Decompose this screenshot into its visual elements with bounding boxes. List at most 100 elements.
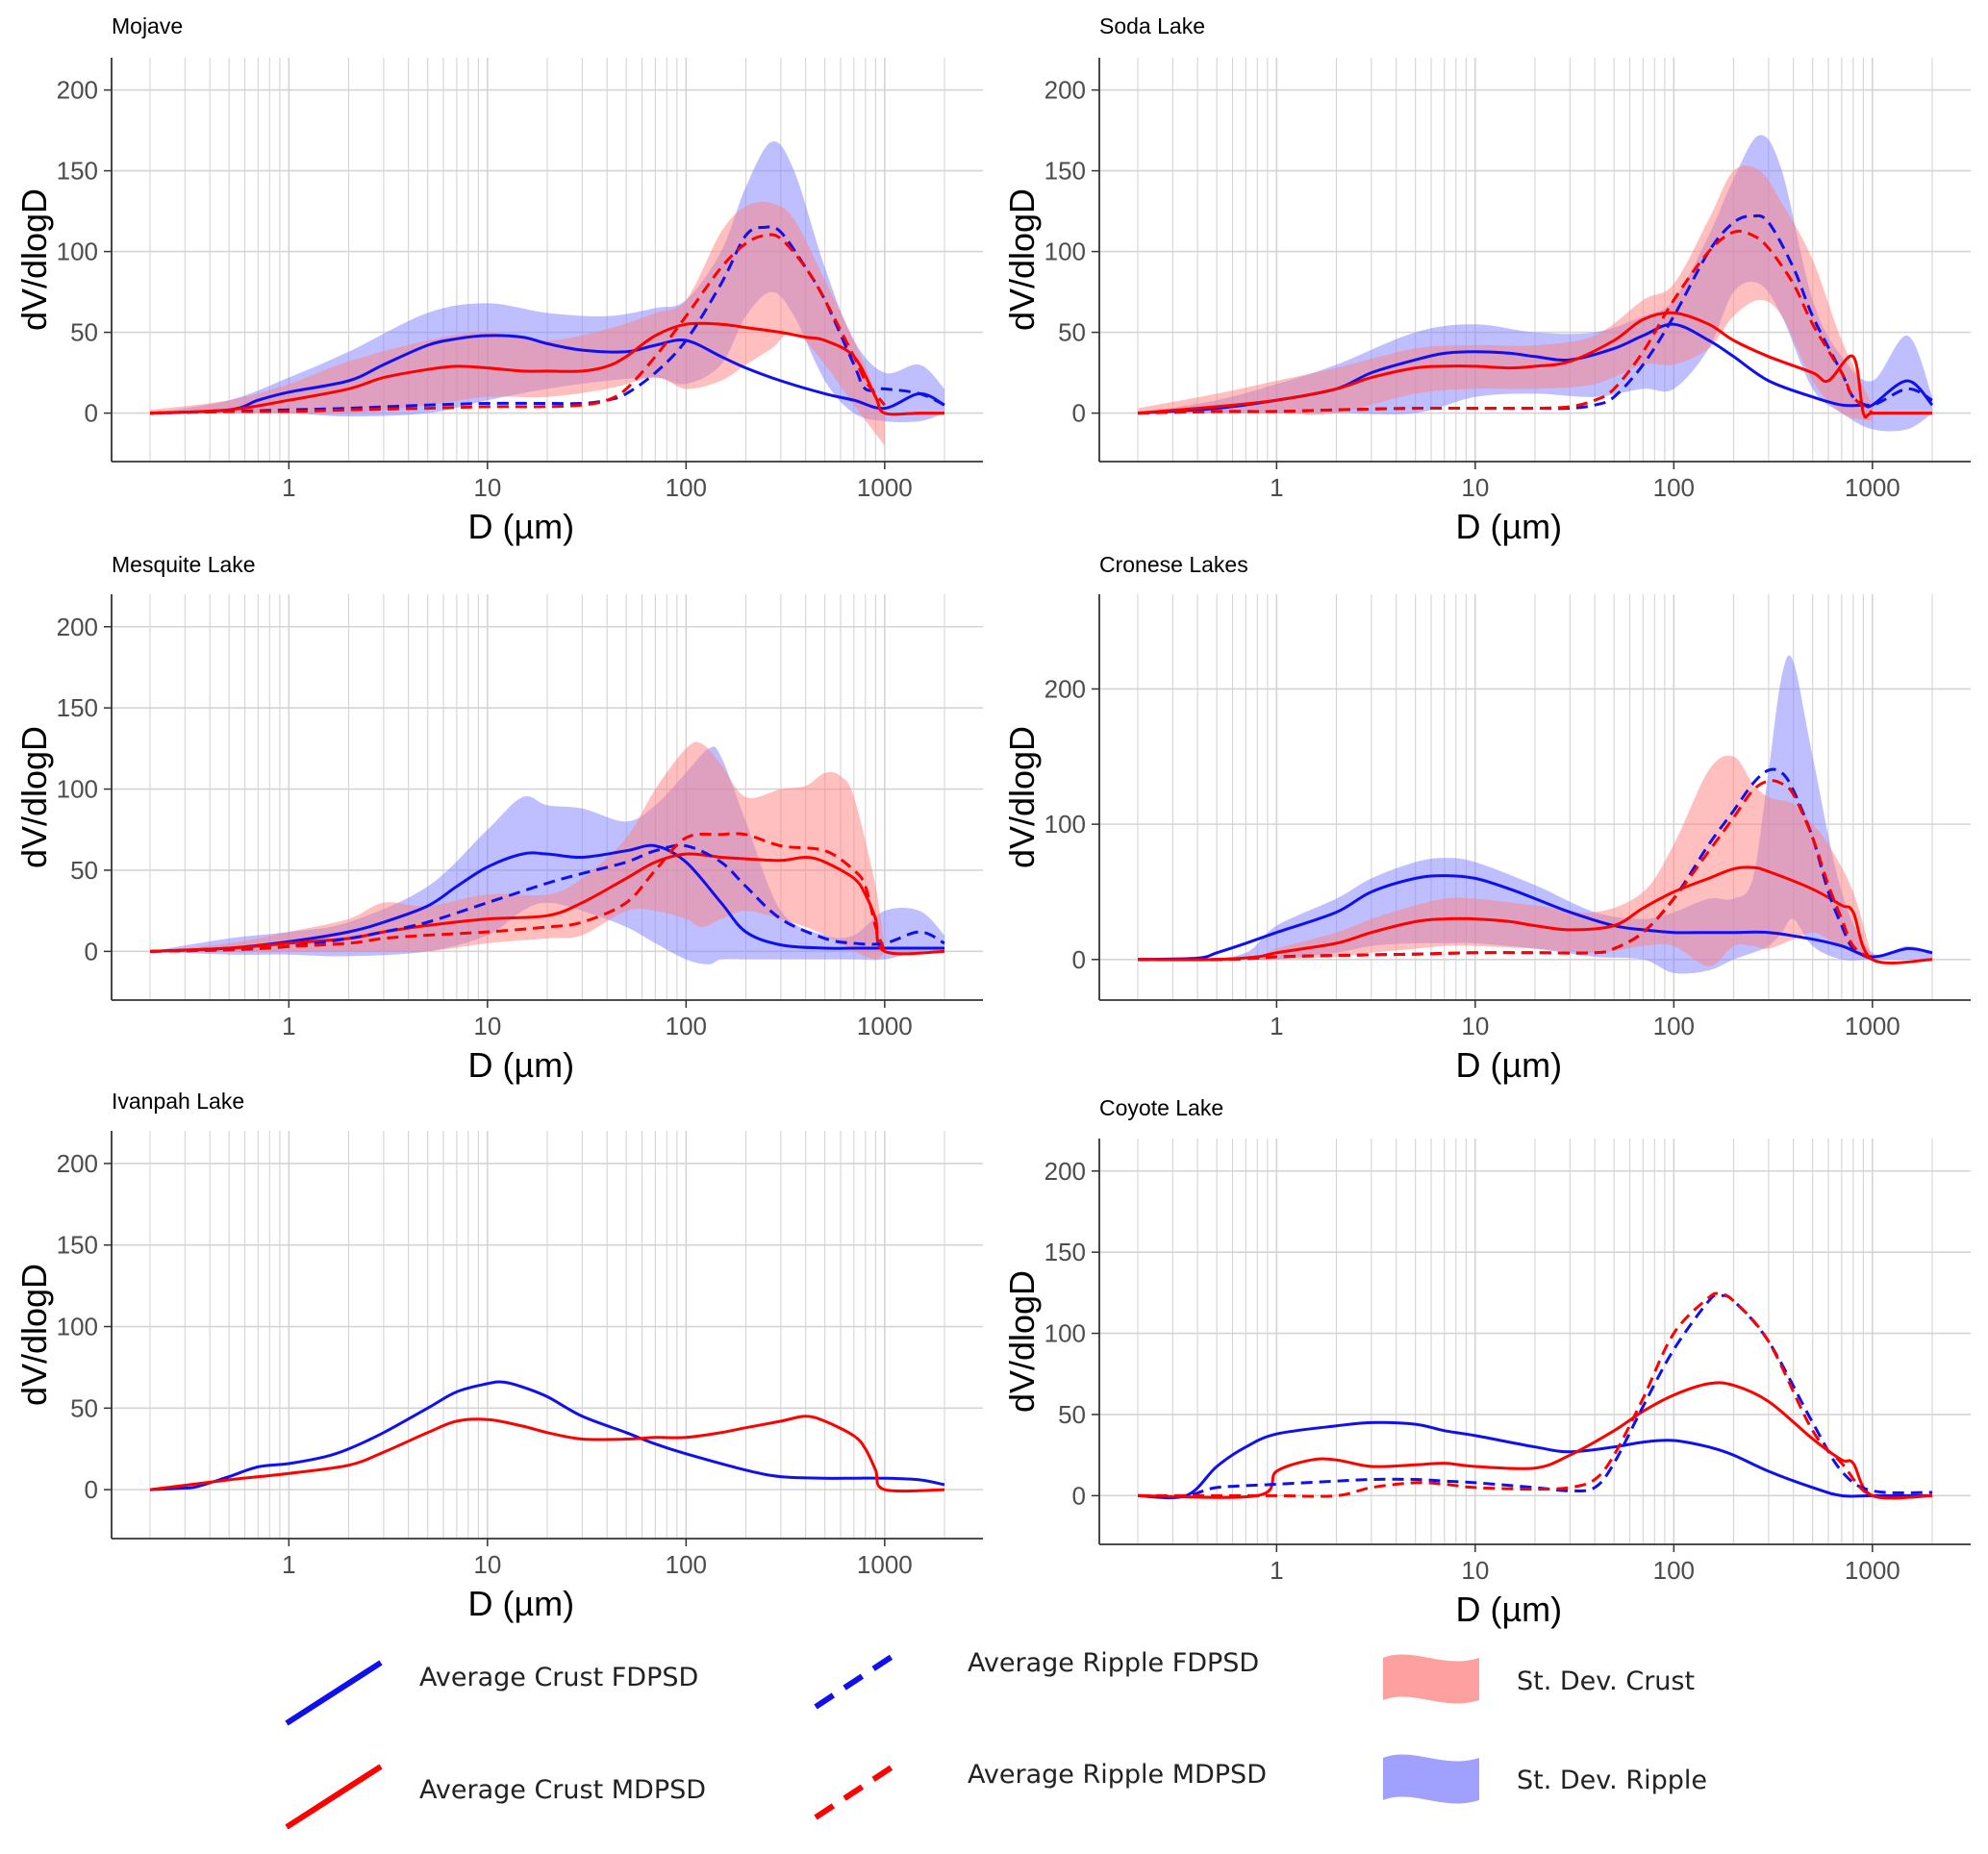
- average-ripple-mdpsd-line: [1137, 229, 1874, 415]
- x-tick-label: 1: [1270, 1012, 1283, 1040]
- x-tick-label: 100: [1653, 1012, 1695, 1040]
- average-crust-mdpsd-line: [1137, 311, 1932, 419]
- y-tick-label: 0: [1072, 1481, 1086, 1510]
- average-ripple-fdpsd-line: [149, 225, 945, 415]
- legend-swatch-ripple-fdpsd: [814, 1648, 902, 1710]
- y-axis-title: dV/dlogD: [1002, 726, 1042, 868]
- y-tick-label: 0: [85, 937, 98, 965]
- y-tick-label: 150: [1044, 1238, 1086, 1266]
- y-tick-label: 50: [1058, 1400, 1086, 1429]
- legend-swatch-crust-fdpsd: [285, 1660, 383, 1726]
- data-layer: [149, 1380, 945, 1493]
- panel-title: Mesquite Lake: [112, 552, 256, 577]
- x-tick-label: 100: [666, 473, 707, 502]
- y-tick-label: 50: [70, 856, 98, 885]
- x-tick-label: 10: [1461, 473, 1489, 502]
- chart-panel-2: Soda Lake 0 50 100 150 200 1 10 100 1000 D (µm) dV/…: [1002, 13, 1971, 546]
- y-tick-label: 150: [1044, 157, 1086, 186]
- x-tick-label: 1: [1270, 473, 1283, 502]
- y-tick-label: 100: [57, 1313, 98, 1341]
- y-tick-label: 0: [85, 399, 98, 428]
- y-tick-label: 150: [57, 693, 98, 722]
- x-tick-label: 100: [1653, 473, 1695, 502]
- average-crust-fdpsd-line: [149, 334, 945, 415]
- st-dev-crust-band: [1138, 165, 1873, 421]
- y-tick-label: 50: [70, 1393, 98, 1422]
- x-axis-title: D (µm): [1455, 1590, 1562, 1629]
- chart-panel-4: Cronese Lakes 0 100 200 1 10 100 1000 D (µm) dV/d…: [1002, 552, 1971, 1085]
- legend-swatch-stdev-crust: [1383, 1654, 1479, 1704]
- legend: Average Crust FDPSD Average Crust MDPSD …: [285, 1648, 1707, 1830]
- average-crust-mdpsd-line: [1137, 865, 1933, 965]
- y-tick-label: 100: [1044, 238, 1086, 266]
- chart-panel-1: Mojave 0 50 100 150 200 1 10 100 1000 D (µm) dV/dlo…: [14, 13, 983, 546]
- panel-title: Mojave: [112, 13, 183, 38]
- average-crust-fdpsd-line: [149, 1380, 945, 1491]
- panel-title: Cronese Lakes: [1099, 552, 1248, 577]
- x-tick-label: 100: [666, 1550, 707, 1579]
- x-tick-label: 10: [473, 1550, 501, 1579]
- data-layer: [149, 741, 945, 965]
- x-axis-title: D (µm): [467, 507, 574, 546]
- average-ripple-mdpsd-line: [1138, 1291, 1933, 1500]
- average-crust-mdpsd-line: [149, 1415, 945, 1493]
- legend-label-crust-mdpsd: Average Crust MDPSD: [419, 1775, 706, 1805]
- x-tick-label: 10: [473, 1012, 501, 1040]
- panel-title: Soda Lake: [1099, 13, 1205, 38]
- y-tick-label: 100: [57, 775, 98, 804]
- x-axis-title: D (µm): [1455, 507, 1562, 546]
- legend-label-ripple-mdpsd: Average Ripple MDPSD: [968, 1760, 1267, 1790]
- x-tick-label: 1: [1270, 1556, 1283, 1585]
- average-ripple-fdpsd-line: [149, 843, 945, 953]
- x-axis-title: D (µm): [467, 1584, 574, 1623]
- y-tick-label: 200: [57, 613, 98, 641]
- y-tick-label: 50: [1058, 318, 1086, 347]
- y-tick-label: 150: [57, 157, 98, 186]
- chart-panel-3: Mesquite Lake 0 50 100 150 200 1 10 100 1000 D (µm…: [14, 552, 983, 1085]
- x-axis-title: D (µm): [467, 1045, 574, 1085]
- x-tick-label: 10: [1461, 1012, 1489, 1040]
- x-tick-label: 1000: [1845, 473, 1900, 502]
- y-tick-label: 100: [1044, 810, 1086, 839]
- average-crust-fdpsd-line: [149, 843, 944, 953]
- data-layer: [1137, 135, 1934, 432]
- legend-label-stdev-crust: St. Dev. Crust: [1517, 1666, 1695, 1696]
- y-tick-label: 100: [1044, 1319, 1086, 1348]
- data-layer: [1137, 1291, 1933, 1500]
- panel-title: Coyote Lake: [1099, 1095, 1223, 1120]
- y-axis-title: dV/dlogD: [14, 1264, 54, 1406]
- x-tick-label: 100: [666, 1012, 707, 1040]
- y-tick-label: 100: [57, 238, 98, 266]
- st-dev-crust-band: [1138, 755, 1873, 966]
- average-crust-fdpsd-line: [1137, 874, 1933, 962]
- y-axis-title: dV/dlogD: [14, 726, 54, 868]
- x-tick-label: 1000: [1845, 1556, 1900, 1585]
- average-ripple-fdpsd-line: [1137, 213, 1933, 415]
- legend-swatch-stdev-ripple: [1383, 1754, 1479, 1804]
- x-tick-label: 1000: [857, 1012, 913, 1040]
- y-tick-label: 200: [1044, 674, 1086, 703]
- y-tick-label: 200: [57, 76, 98, 105]
- legend-label-ripple-fdpsd: Average Ripple FDPSD: [968, 1648, 1259, 1678]
- x-tick-label: 1: [282, 473, 295, 502]
- x-tick-label: 10: [1461, 1556, 1489, 1585]
- data-layer: [149, 140, 945, 446]
- average-ripple-mdpsd-line: [149, 832, 887, 953]
- chart-panel-6: Coyote Lake 0 50 100 150 200 1 10 100 1000 D (µm) d…: [1002, 1095, 1971, 1629]
- y-tick-label: 0: [1072, 399, 1086, 428]
- legend-label-crust-fdpsd: Average Crust FDPSD: [419, 1663, 698, 1692]
- y-tick-label: 150: [57, 1231, 98, 1260]
- average-ripple-fdpsd-line: [1137, 1293, 1933, 1498]
- y-tick-label: 200: [1044, 76, 1086, 105]
- chart-panel-5: Ivanpah Lake 0 50 100 150 200 1 10 100 1000 D (µm)…: [14, 1089, 983, 1623]
- average-crust-fdpsd-line: [1137, 322, 1934, 415]
- y-tick-label: 0: [1072, 945, 1086, 974]
- legend-swatch-crust-mdpsd: [285, 1764, 383, 1830]
- y-tick-label: 200: [1044, 1157, 1086, 1186]
- legend-label-stdev-ripple: St. Dev. Ripple: [1517, 1766, 1707, 1795]
- panel-title: Ivanpah Lake: [112, 1089, 244, 1114]
- y-tick-label: 50: [70, 318, 98, 347]
- average-ripple-mdpsd-line: [149, 233, 886, 415]
- average-crust-fdpsd-line: [1137, 1420, 1932, 1500]
